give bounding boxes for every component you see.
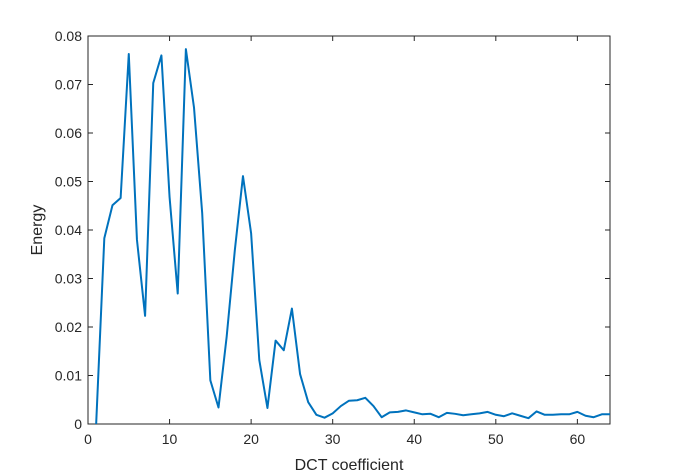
plot-area: [87, 35, 611, 425]
y-axis-label: Energy: [29, 205, 46, 256]
tick-labels-layer: 0 10 20 30 40 50 60 0 0.01 0.02 0.03 0.04 0.05 0.06 0.…: [55, 28, 586, 447]
data-points-layer: [96, 49, 611, 425]
x-tick-label-3: 30: [325, 431, 341, 447]
x-tick-label-5: 50: [488, 431, 504, 447]
y-tick-label-5: 0.05: [55, 174, 82, 190]
energy-series-line: [95, 48, 610, 425]
y-tick-label-4: 0.04: [55, 222, 82, 238]
y-tick-label-6: 0.06: [55, 125, 82, 141]
y-tick-label-8: 0.08: [55, 28, 82, 44]
x-tick-label-2: 20: [243, 431, 259, 447]
y-tick-label-3: 0.03: [55, 271, 82, 287]
y-tick-label-7: 0.07: [55, 77, 82, 93]
y-tick-label-2: 0.02: [55, 319, 82, 335]
x-tick-label-0: 0: [84, 431, 92, 447]
x-axis-label: DCT coefficient: [295, 457, 404, 474]
x-tick-label-6: 60: [570, 431, 586, 447]
y-tick-label-1: 0.01: [55, 368, 82, 384]
x-tick-label-1: 10: [162, 431, 178, 447]
ticks-layer: [87, 35, 610, 425]
y-tick-label-0: 0: [74, 416, 82, 432]
x-tick-label-4: 40: [406, 431, 422, 447]
